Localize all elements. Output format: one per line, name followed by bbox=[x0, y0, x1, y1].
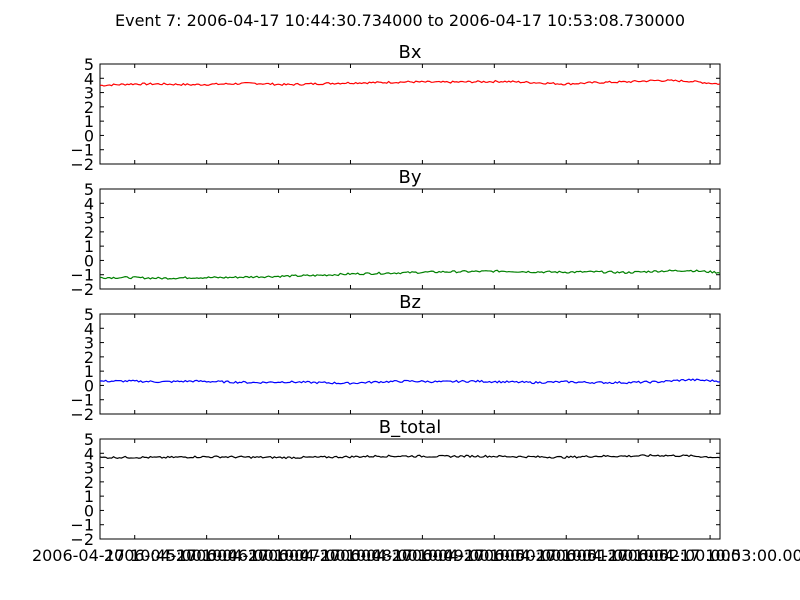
series-line bbox=[99, 453, 721, 460]
y-tick-label: 5 bbox=[84, 55, 94, 74]
y-tick-label: 3 bbox=[84, 334, 94, 353]
y-tick-label: 3 bbox=[84, 209, 94, 228]
y-tick-label: 3 bbox=[84, 84, 94, 103]
y-tick-label: 4 bbox=[84, 319, 94, 338]
axes-frame bbox=[99, 63, 721, 165]
y-tick-label: −1 bbox=[70, 266, 94, 285]
y-tick-label: 4 bbox=[84, 69, 94, 88]
series-line bbox=[99, 79, 721, 87]
y-tick-label: −1 bbox=[70, 391, 94, 410]
axes-frame bbox=[99, 438, 721, 540]
y-tick-label: −1 bbox=[70, 516, 94, 535]
axes-frame bbox=[99, 188, 721, 290]
y-tick-label: 2 bbox=[84, 473, 94, 492]
y-tick-label: 1 bbox=[84, 112, 94, 131]
y-tick-label: −2 bbox=[70, 530, 94, 549]
subplot-title: Bz bbox=[399, 292, 421, 313]
series-line bbox=[99, 269, 721, 280]
y-tick-label: −2 bbox=[70, 155, 94, 174]
y-tick-label: −2 bbox=[70, 280, 94, 299]
y-tick-label: 0 bbox=[84, 126, 94, 145]
y-tick-label: 5 bbox=[84, 305, 94, 324]
y-tick-label: −2 bbox=[70, 405, 94, 424]
x-tick-label: 2006-04-17 10:45:00.000 bbox=[32, 546, 238, 565]
x-tick-label: 2006-04-17 10:49:00.000 bbox=[320, 546, 526, 565]
y-tick-label: 2 bbox=[84, 223, 94, 242]
y-tick-label: 2 bbox=[84, 98, 94, 117]
y-tick-label: 2 bbox=[84, 348, 94, 367]
x-tick-label: 2006-04-17 10:50:00.000 bbox=[392, 546, 598, 565]
x-tick-label: 2006-04-17 10:52:00.000 bbox=[535, 546, 741, 565]
subplot-title: Bx bbox=[398, 42, 421, 63]
subplot-title: B_total bbox=[379, 417, 442, 438]
y-tick-label: 1 bbox=[84, 487, 94, 506]
y-tick-label: 4 bbox=[84, 194, 94, 213]
x-tick-label: 2006-04-17 10:46:00.000 bbox=[104, 546, 310, 565]
axes-frame bbox=[99, 313, 721, 415]
y-tick-label: 5 bbox=[84, 180, 94, 199]
x-tick-label: 2006-04-17 10:51:00.000 bbox=[463, 546, 669, 565]
y-tick-label: 5 bbox=[84, 430, 94, 449]
y-tick-label: −1 bbox=[70, 141, 94, 160]
subplot-title: By bbox=[398, 167, 421, 188]
y-tick-label: 0 bbox=[84, 376, 94, 395]
x-tick-label: 2006-04-17 10:53:00.000 bbox=[607, 546, 800, 565]
y-tick-label: 0 bbox=[84, 501, 94, 520]
y-tick-label: 3 bbox=[84, 459, 94, 478]
y-tick-label: 1 bbox=[84, 237, 94, 256]
x-tick-label: 2006-04-17 10:47:00.000 bbox=[176, 546, 382, 565]
y-tick-label: 1 bbox=[84, 362, 94, 381]
series-line bbox=[99, 378, 721, 385]
y-tick-label: 4 bbox=[84, 444, 94, 463]
x-tick-label: 2006-04-17 10:48:00.000 bbox=[248, 546, 454, 565]
subplots: Bx543210−1−2By543210−1−2Bz543210−1−2B_to… bbox=[32, 42, 800, 565]
figure-suptitle: Event 7: 2006-04-17 10:44:30.734000 to 2… bbox=[115, 11, 685, 30]
y-tick-label: 0 bbox=[84, 251, 94, 270]
